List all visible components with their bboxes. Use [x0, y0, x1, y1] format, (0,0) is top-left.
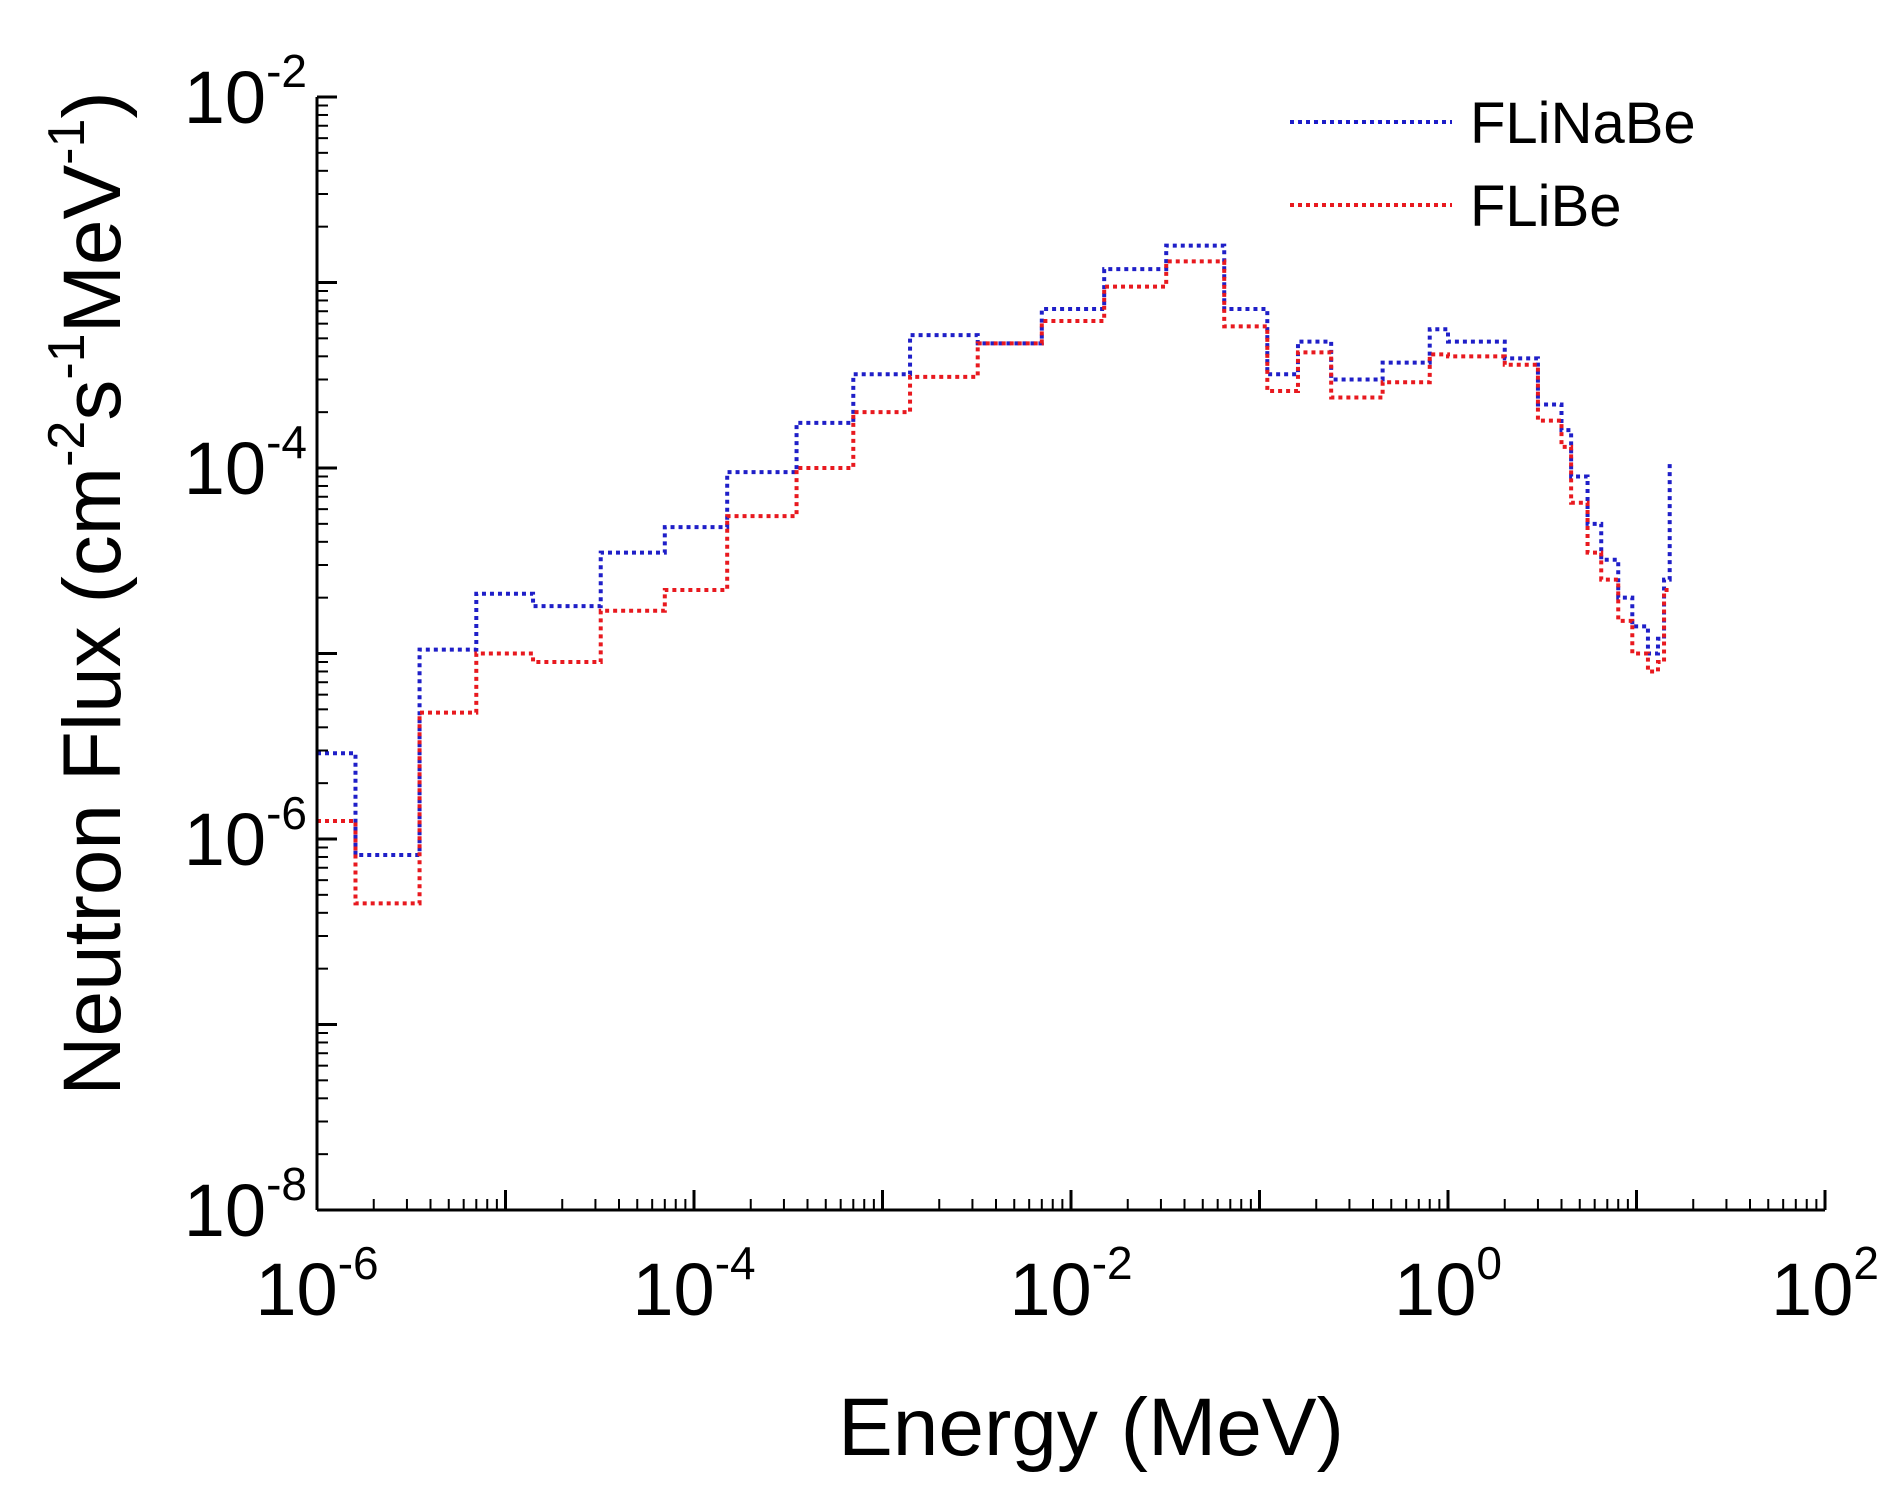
y-axis-title-segment: ) [47, 91, 138, 118]
series-line-flibe [317, 259, 1670, 906]
series-layer [317, 243, 1672, 906]
x-tick-label: 10-4 [632, 1237, 755, 1331]
y-axis-title-superscript: -1 [38, 119, 96, 165]
y-axis-title-superscript: -1 [38, 333, 96, 379]
y-ticks: 10-8 10-6 10-4 10-2 [184, 45, 337, 1252]
legend-label-flinabe: FLiNaBe [1470, 91, 1696, 156]
y-axis-title-segment: Neutron Flux (cm [47, 467, 138, 1096]
y-tick-label: 10-2 [184, 45, 307, 139]
y-axis-title: Neutron Flux (cm-2s-1MeV-1) [38, 91, 138, 1096]
y-axis-title-segment: s [47, 380, 138, 421]
series-line-flinabe [317, 243, 1672, 857]
y-axis-title-segment: MeV [47, 165, 138, 334]
x-ticks: 10-6 10-4 10-2 100 102 [255, 1190, 1879, 1331]
y-tick-label: 10-4 [184, 416, 307, 510]
x-tick-label: 100 [1394, 1237, 1502, 1331]
x-tick-label: 10-2 [1009, 1237, 1132, 1331]
legend: FLiNaBe FLiBe [1290, 91, 1696, 239]
x-tick-label: 102 [1771, 1237, 1879, 1331]
x-tick-label: 10-6 [255, 1237, 378, 1331]
y-tick-label: 10-6 [184, 787, 307, 881]
y-tick-label: 10-8 [184, 1158, 307, 1252]
legend-label-flibe: FLiBe [1470, 174, 1622, 239]
axes: 10-6 10-4 10-2 100 102 10-810-610-410-2 [184, 45, 1879, 1331]
x-axis-title: Energy (MeV) [838, 1382, 1344, 1473]
y-axis-title-superscript: -2 [38, 421, 96, 467]
